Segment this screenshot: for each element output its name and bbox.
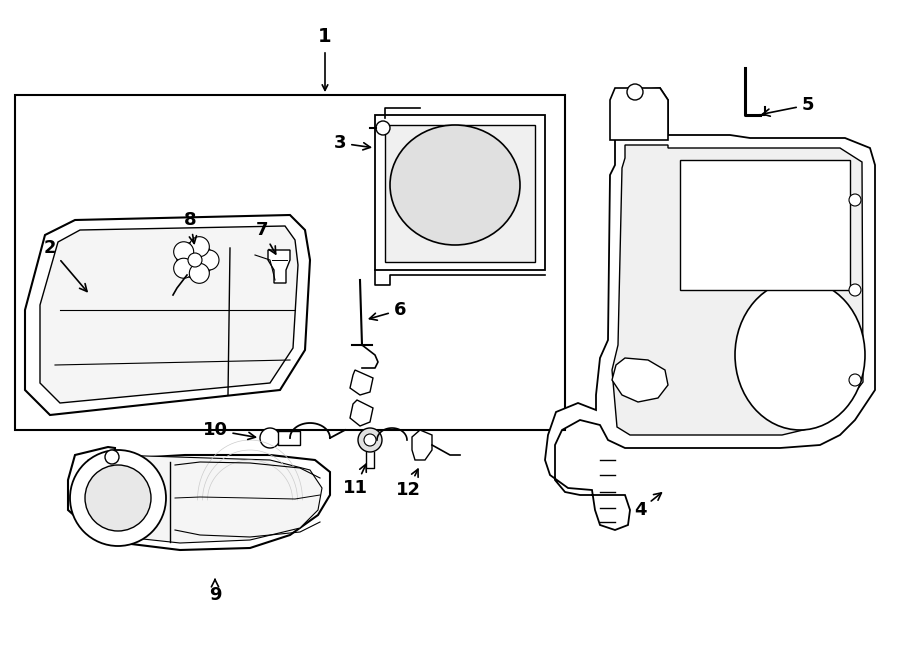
Polygon shape [78, 455, 322, 543]
Circle shape [174, 258, 194, 278]
Circle shape [189, 263, 210, 284]
Text: 12: 12 [395, 469, 420, 499]
Polygon shape [350, 370, 373, 395]
Polygon shape [612, 358, 668, 402]
Circle shape [70, 450, 166, 546]
Text: 1: 1 [319, 28, 332, 46]
Text: 6: 6 [370, 301, 406, 320]
Circle shape [376, 121, 390, 135]
Text: 4: 4 [634, 493, 661, 519]
Circle shape [199, 250, 219, 270]
Text: 9: 9 [209, 580, 221, 604]
Bar [680, 160, 850, 290]
Text: 7: 7 [256, 221, 275, 254]
Polygon shape [68, 447, 330, 550]
Circle shape [364, 434, 376, 446]
Ellipse shape [390, 125, 520, 245]
Text: 5: 5 [762, 96, 814, 116]
Circle shape [849, 194, 861, 206]
Bar [15, 95, 565, 430]
Text: 3: 3 [334, 134, 371, 152]
Circle shape [849, 374, 861, 386]
Polygon shape [375, 115, 545, 270]
Text: 10: 10 [202, 421, 256, 440]
Ellipse shape [735, 280, 865, 430]
Circle shape [189, 237, 210, 256]
Polygon shape [412, 430, 432, 460]
Text: 11: 11 [343, 464, 367, 497]
Polygon shape [25, 215, 310, 415]
Bar [278, 431, 300, 445]
Polygon shape [385, 125, 535, 262]
Circle shape [260, 428, 280, 448]
Polygon shape [40, 226, 298, 403]
Circle shape [627, 84, 643, 100]
Text: 2: 2 [44, 239, 87, 292]
Circle shape [177, 242, 213, 278]
Circle shape [188, 253, 202, 267]
Text: 8: 8 [184, 211, 196, 243]
Circle shape [174, 242, 194, 262]
Polygon shape [612, 145, 863, 435]
Circle shape [105, 450, 119, 464]
Circle shape [85, 465, 151, 531]
Polygon shape [268, 250, 290, 283]
Circle shape [849, 284, 861, 296]
Circle shape [358, 428, 382, 452]
Polygon shape [610, 88, 668, 140]
Polygon shape [350, 400, 373, 426]
Polygon shape [545, 88, 875, 530]
